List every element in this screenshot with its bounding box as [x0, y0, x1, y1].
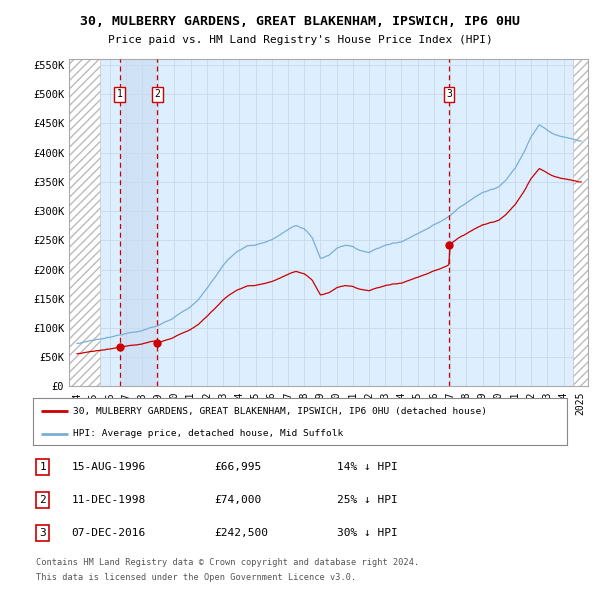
Text: 1: 1 [39, 462, 46, 472]
Text: 2: 2 [39, 495, 46, 505]
Text: 3: 3 [446, 89, 452, 99]
Text: £66,995: £66,995 [215, 462, 262, 472]
Bar [119, 59, 157, 386]
Text: £74,000: £74,000 [215, 495, 262, 505]
Text: Contains HM Land Registry data © Crown copyright and database right 2024.: Contains HM Land Registry data © Crown c… [36, 558, 419, 566]
Text: This data is licensed under the Open Government Licence v3.0.: This data is licensed under the Open Gov… [36, 573, 356, 582]
Text: 14% ↓ HPI: 14% ↓ HPI [337, 462, 398, 472]
Bar [69, 59, 100, 386]
Text: 11-DEC-1998: 11-DEC-1998 [71, 495, 146, 505]
Bar [574, 59, 588, 386]
Text: 25% ↓ HPI: 25% ↓ HPI [337, 495, 398, 505]
Text: 1: 1 [116, 89, 122, 99]
Text: HPI: Average price, detached house, Mid Suffolk: HPI: Average price, detached house, Mid … [73, 429, 343, 438]
Text: 07-DEC-2016: 07-DEC-2016 [71, 528, 146, 538]
Text: 30% ↓ HPI: 30% ↓ HPI [337, 528, 398, 538]
Text: 30, MULBERRY GARDENS, GREAT BLAKENHAM, IPSWICH, IP6 0HU (detached house): 30, MULBERRY GARDENS, GREAT BLAKENHAM, I… [73, 407, 487, 416]
Text: Price paid vs. HM Land Registry's House Price Index (HPI): Price paid vs. HM Land Registry's House … [107, 35, 493, 45]
Text: 3: 3 [39, 528, 46, 538]
Text: 2: 2 [154, 89, 160, 99]
Text: 15-AUG-1996: 15-AUG-1996 [71, 462, 146, 472]
Text: 30, MULBERRY GARDENS, GREAT BLAKENHAM, IPSWICH, IP6 0HU: 30, MULBERRY GARDENS, GREAT BLAKENHAM, I… [80, 15, 520, 28]
Text: £242,500: £242,500 [215, 528, 269, 538]
